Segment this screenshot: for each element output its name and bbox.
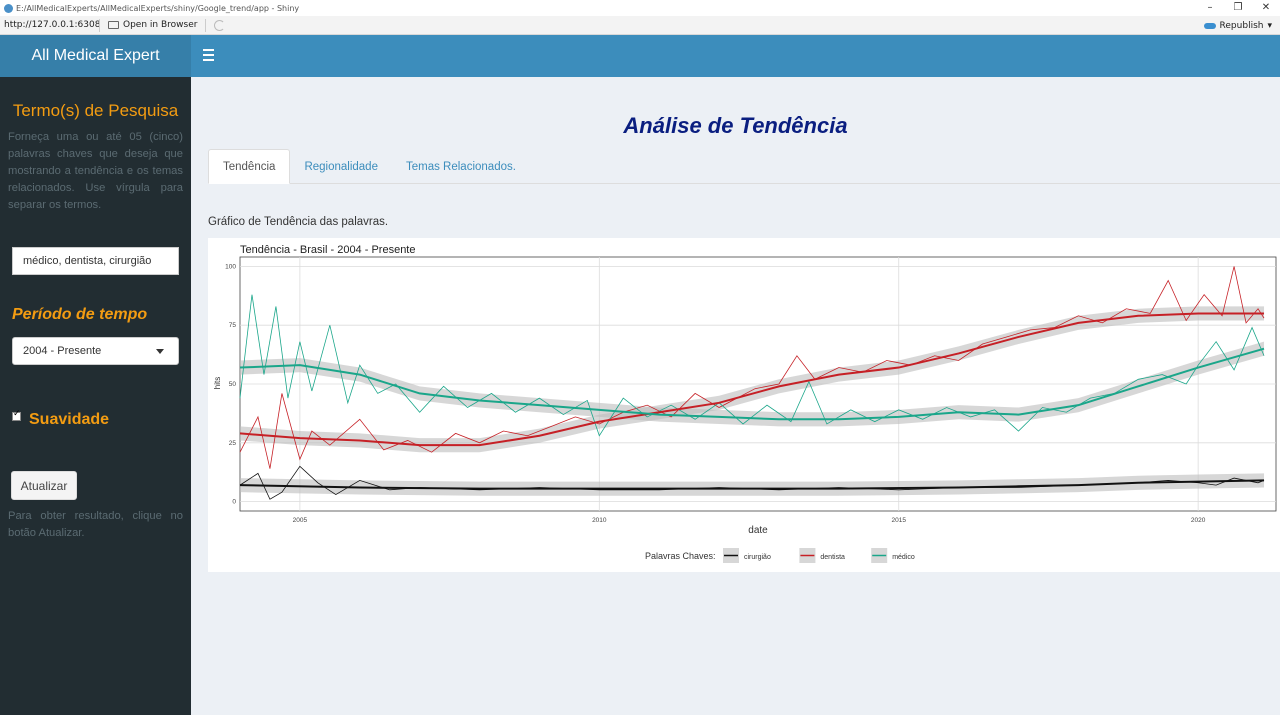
legend-title: Palavras Chaves: — [645, 551, 716, 561]
tab-regionality[interactable]: Regionalidade — [304, 160, 378, 173]
search-terms-description: Forneça uma ou até 05 (cinco) palavras c… — [8, 131, 183, 211]
y-tick-label: 25 — [229, 440, 237, 447]
app-logo[interactable]: All Medical Expert — [0, 35, 191, 77]
y-axis-label: hits — [213, 377, 222, 389]
confidence-ribbon-cirurgião — [240, 473, 1265, 496]
maximize-button[interactable]: ❐ — [1233, 2, 1243, 13]
y-tick-label: 50 — [229, 381, 237, 388]
confidence-ribbons — [240, 306, 1265, 496]
update-description: Para obter resultado, clique no botão At… — [8, 510, 183, 539]
open-in-browser-label: Open in Browser — [123, 20, 198, 30]
dropdown-caret-icon — [156, 349, 164, 354]
toolbar-separator — [99, 18, 100, 32]
legend-label: dentista — [820, 554, 845, 561]
window-controls: – ❐ ✕ — [1196, 0, 1280, 16]
chart-title: Tendência - Brasil - 2004 - Presente — [240, 244, 415, 256]
smooth-line-cirurgião — [239, 479, 1265, 490]
x-tick-label: 2020 — [1191, 517, 1206, 524]
chart-caption: Gráfico de Tendência das palavras. — [208, 216, 389, 228]
chevron-down-icon: ▾ — [1267, 20, 1272, 31]
smooth-option: Suavidade — [12, 403, 109, 429]
series-line-dentista — [239, 266, 1265, 469]
window-title-bar: E:/AllMedicalExperts/AllMedicalExperts/s… — [0, 0, 1280, 16]
smooth-checkbox[interactable] — [12, 409, 21, 421]
viewer-toolbar: http://127.0.0.1:6308 Open in Browser Re… — [0, 16, 1280, 35]
x-tick-label: 2015 — [891, 517, 906, 524]
tab-related-topics[interactable]: Temas Relacionados. — [405, 160, 516, 173]
update-button[interactable]: Atualizar — [11, 471, 77, 500]
smooth-lines — [239, 312, 1265, 490]
url-text: http://127.0.0.1:6308 — [4, 20, 101, 30]
confidence-ribbon-dentista — [240, 306, 1265, 453]
chart-axes: 2005 2010 2015 2020 0 25 50 75 100 — [225, 263, 1206, 524]
trend-chart: Tendência - Brasil - 2004 - Presente 200… — [213, 244, 1277, 563]
page-title: Análise de Tendência — [623, 113, 848, 138]
sidebar: Termo(s) de Pesquisa Forneça uma ou até … — [0, 77, 191, 715]
y-tick-label: 75 — [229, 322, 237, 329]
tab-bar: Tendência Regionalidade Temas Relacionad… — [208, 149, 530, 184]
search-terms-heading: Termo(s) de Pesquisa — [12, 101, 179, 120]
y-tick-label: 100 — [225, 263, 236, 270]
smooth-line-médico — [239, 347, 1265, 421]
republish-button[interactable]: Republish ▾ — [1203, 16, 1272, 35]
tab-trend[interactable]: Tendência — [208, 149, 291, 184]
x-axis-label: date — [748, 525, 768, 536]
republish-icon — [1203, 21, 1216, 31]
x-tick-label: 2005 — [293, 517, 308, 524]
time-period-value: 2004 - Presente — [23, 345, 102, 357]
refresh-icon[interactable] — [214, 19, 226, 31]
time-period-heading: Período de tempo — [12, 306, 148, 323]
chart-grid — [240, 257, 1276, 511]
open-in-browser-button[interactable]: Open in Browser — [104, 20, 201, 30]
confidence-ribbon-médico — [240, 341, 1265, 427]
close-button[interactable]: ✕ — [1261, 2, 1271, 13]
tab-underline — [208, 183, 1280, 184]
x-tick-label: 2010 — [592, 517, 607, 524]
search-terms-input[interactable]: médico, dentista, cirurgião — [12, 247, 179, 275]
trend-chart-panel: Tendência - Brasil - 2004 - Presente 200… — [208, 238, 1280, 572]
window-title: E:/AllMedicalExperts/AllMedicalExperts/s… — [16, 3, 300, 13]
legend-label: médico — [892, 554, 915, 561]
top-nav-bar — [191, 35, 1280, 77]
republish-label: Republish — [1219, 20, 1264, 31]
chart-legend: Palavras Chaves: cirurgião dentista médico — [645, 548, 915, 563]
browser-icon — [108, 21, 119, 29]
legend-label: cirurgião — [744, 554, 771, 561]
toolbar-separator — [205, 18, 207, 32]
sidebar-toggle-icon[interactable] — [203, 49, 214, 61]
app-icon — [4, 3, 13, 13]
minimize-button[interactable]: – — [1207, 2, 1213, 13]
y-tick-label: 0 — [232, 499, 236, 506]
time-period-select[interactable]: 2004 - Presente — [12, 337, 179, 365]
smooth-label: Suavidade — [29, 411, 110, 428]
smooth-line-dentista — [239, 312, 1265, 447]
